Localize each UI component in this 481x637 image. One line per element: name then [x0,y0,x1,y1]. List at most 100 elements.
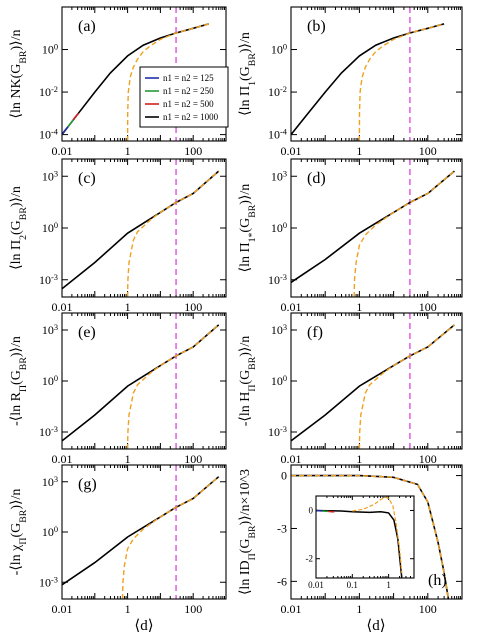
panel-c: 10-3 100 103 0.01 1 100 (c) ⟨ln Π2(GBR)⟩/n [9,158,227,314]
y-tick-label: 10-4 [268,127,288,142]
inset-series-line-asymptote [352,496,403,574]
x-tick-label: 0.01 [52,602,73,616]
axis-frame [61,312,227,450]
y-tick-label: 10-3 [39,425,58,440]
series-line-asymptote [353,170,455,297]
x-tick-label: 100 [184,300,202,314]
series-line-n1-n2-1000 [291,170,455,284]
series-line-n1-n2-500 [72,112,80,121]
legend-entry: n1 = n2 = 125 [163,73,214,83]
axis-frame [290,158,463,298]
x-tick-label: 1 [125,452,131,466]
x-tick-label: 100 [419,602,437,616]
inset-x-tick-label: 0.01 [308,580,324,590]
y-tick-label: 10-3 [268,272,287,287]
x-tick-label: 0.01 [52,144,73,158]
x-tick-label: 100 [419,300,437,314]
panel-label: (c) [78,170,96,187]
plot-area [62,23,210,141]
x-axis-label: ⟨d⟩ [134,618,153,634]
inset-series-line-n1-n2-500 [328,510,335,513]
y-tick-label: 10-3 [39,272,58,287]
inset-series-line-n1-n2-1000 [316,509,403,578]
x-tick-label: 0.01 [281,144,302,158]
panel-f: 10-3 100 103 0.01 1 100 (f) -⟨ln HΠ(GBR)⟩/n [238,312,463,466]
x-tick-label: 0.01 [52,452,73,466]
x-axis-label: ⟨d⟩ [366,618,385,634]
y-tick-label: -6 [277,574,287,588]
x-tick-label: 1 [356,300,362,314]
inset-chart: 0 -2 0.01 0.1 1 [306,495,415,590]
panel-b: 10-4 10-2 100 0.01 1 100 (b) ⟨ln Π1(GBR)⟩/n [238,6,463,158]
legend-entry: n1 = n2 = 250 [163,86,214,96]
y-tick-label: 10-3 [268,425,287,440]
y-axis-label: -⟨ln χΠ(GBR)⟩/n [9,489,29,576]
inset-y-tick-label: 0 [309,505,314,515]
panel-label: (d) [307,170,326,187]
legend-entry: n1 = n2 = 500 [163,99,214,109]
series-line-n1-n2-1000 [291,23,445,136]
series-line-asymptote [126,324,220,449]
y-tick-label: 100 [42,221,58,236]
inset-y-tick-label: -2 [306,554,314,564]
inset-series-line-n1-n2-125 [316,509,323,512]
x-tick-label: 1 [356,602,362,616]
y-tick-label: 100 [42,42,58,57]
plot-area [62,476,220,599]
y-axis-label: ⟨ln Π2(GBR)⟩/n [9,186,29,270]
y-tick-label: 103 [42,169,58,184]
y-tick-label: 100 [271,42,287,57]
y-tick-label: -3 [277,521,287,535]
y-tick-label: 10-2 [268,85,287,100]
panel-a: 10-4 10-2 100 0.01 1 100 (a) ⟨ln NK(GBR)⟩/n n1 =… [9,6,229,158]
x-tick-label: 0.01 [52,300,73,314]
plot-area [62,170,220,297]
x-tick-label: 100 [184,144,202,158]
series-line-asymptote [291,474,450,599]
panel-label: (f) [307,324,323,341]
axis-frame [290,464,463,600]
plot-area [291,170,455,297]
y-tick-label: 10-4 [39,127,59,142]
axis-frame [61,464,227,600]
plot-area [62,324,220,449]
x-tick-label: 1 [125,144,131,158]
x-tick-label: 100 [419,452,437,466]
x-tick-label: 100 [419,144,437,158]
x-tick-label: 0.01 [281,602,302,616]
series-line-n1-n2-1000 [62,324,220,442]
legend: n1 = n2 = 125 n1 = n2 = 250 n1 = n2 = 500 n… [139,66,229,128]
y-axis-label: ⟨ln IDΠ(GBR)⟩/n×10^3 [238,469,258,595]
axis-frame [290,312,463,450]
y-tick-label: 100 [42,525,58,540]
x-tick-label: 1 [356,452,362,466]
y-tick-label: 103 [271,323,287,338]
series-line-n1-n2-1000 [62,170,220,290]
inset-frame [315,495,415,579]
plot-area [291,23,445,141]
y-axis-label: -⟨ln HΠ(GBR)⟩/n [238,336,258,427]
panel-h: 0-3-60.01 1 100(h)⟨ln IDΠ(GBR)⟩/n×10^3 0-20… [238,464,463,616]
x-tick-label: 1 [356,144,362,158]
axis-frame [61,158,227,298]
y-tick-label: 10-2 [39,85,58,100]
legend-entry: n1 = n2 = 1000 [163,112,219,122]
series-line-asymptote [358,324,455,449]
x-tick-label: 1 [125,300,131,314]
inset-plot-area [316,496,403,578]
plot-area [291,324,455,449]
inset-x-tick-label: 0.1 [347,580,358,590]
series-line-asymptote [126,23,209,141]
x-tick-label: 1 [125,602,131,616]
y-tick-label: 100 [271,221,287,236]
y-tick-label: 103 [42,323,58,338]
panel-label: (e) [78,324,96,341]
x-tick-label: 100 [184,602,202,616]
panel-d: 10-3 100 103 0.01 1 100 (d) ⟨ln Π1*(GBR)⟩/n [238,158,463,314]
y-axis-label: ⟨ln NK(GBR)⟩/n [9,30,29,119]
y-axis-label: ⟨ln Π1*(GBR)⟩/n [238,184,258,273]
y-tick-label: 100 [42,374,58,389]
y-axis-label: ⟨ln Π1(GBR)⟩/n [238,32,258,116]
x-tick-label: 0.01 [281,452,302,466]
